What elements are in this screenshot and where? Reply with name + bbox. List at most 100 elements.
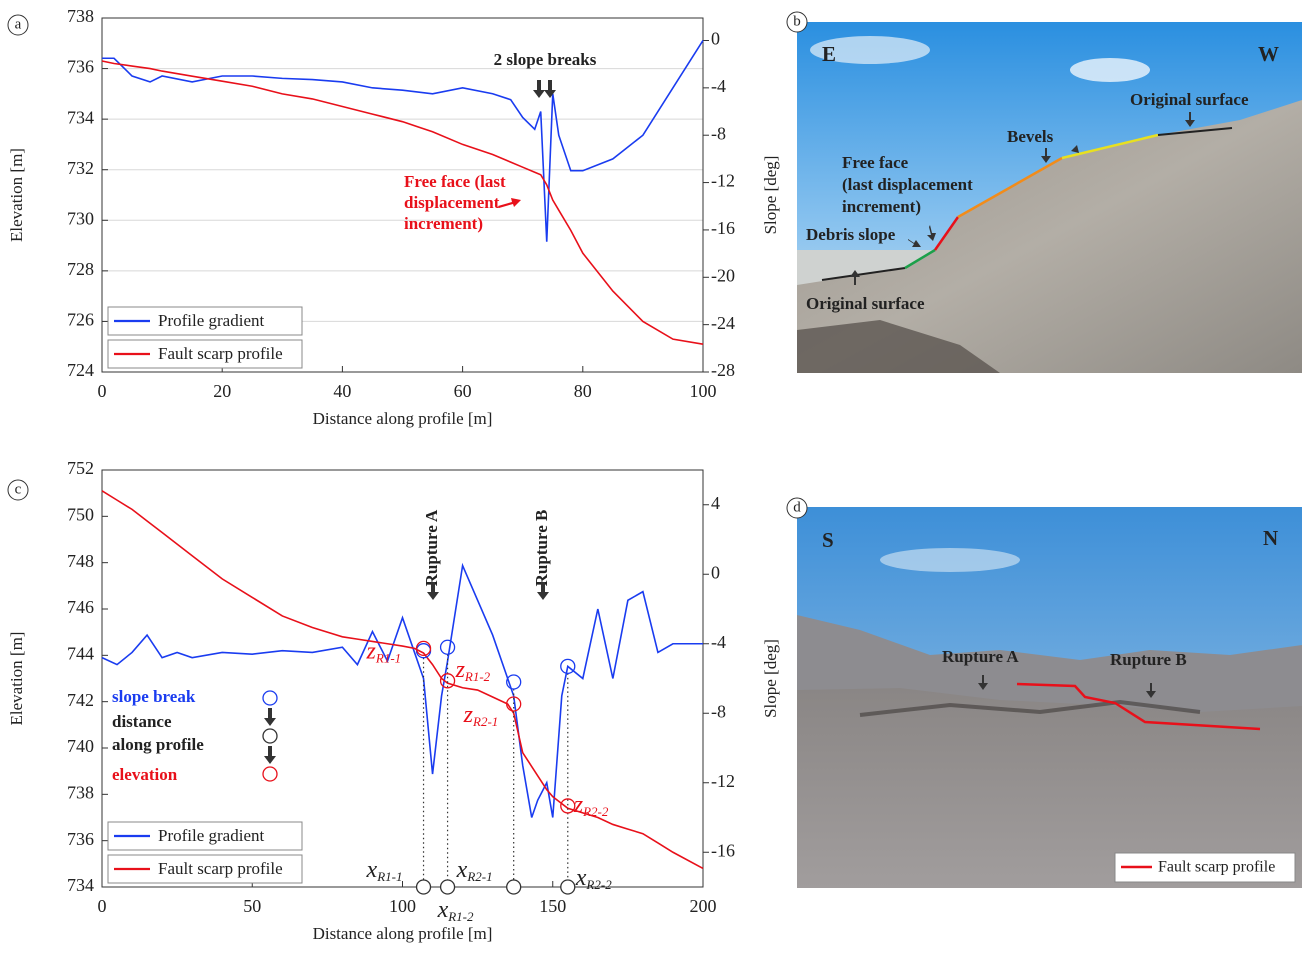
annotation: 2 slope breaks: [494, 50, 597, 69]
subscript: R2-1: [472, 714, 498, 729]
distance-marker: [415, 879, 432, 895]
y-tick-label: 726: [67, 310, 94, 330]
y2-tick-label: -4: [711, 632, 726, 652]
legend-label: Profile gradient: [158, 826, 264, 845]
scarp: [859, 699, 1201, 717]
y-axis-title: Elevation [m]: [7, 148, 26, 242]
x-tick-label: 0: [98, 381, 107, 401]
y2-axis-title: Slope [deg]: [761, 639, 780, 718]
panel-label: a: [15, 16, 22, 32]
distance-label: xR2-2: [575, 865, 612, 892]
photo-label: Bevels: [1007, 127, 1054, 146]
panel-label: c: [15, 481, 22, 497]
photo-label: Debris slope: [806, 225, 896, 244]
y-tick-label: 738: [67, 782, 94, 802]
y2-tick-label: -20: [711, 265, 735, 285]
x-tick-label: 20: [213, 381, 231, 401]
elevation-marker: [439, 673, 456, 689]
x-axis-title: Distance along profile [m]: [313, 409, 493, 428]
arrow: [264, 746, 276, 764]
elevation-marker: [560, 798, 576, 814]
key-label: distance: [112, 712, 172, 731]
photo-label: Free face: [842, 153, 909, 172]
y2-axis-title: Slope [deg]: [761, 156, 780, 235]
distance-label: xR1-2: [437, 897, 474, 924]
panel-badge: [7, 14, 29, 36]
profile-line: [1157, 127, 1233, 136]
arrow: [544, 80, 556, 98]
ground: [797, 688, 1302, 888]
y-tick-label: 750: [67, 504, 94, 524]
subscript: R2-2: [585, 877, 612, 892]
key-label: along profile: [112, 735, 204, 754]
subscript: R1-2: [447, 909, 474, 924]
y2-tick-label: -12: [711, 771, 735, 791]
x-tick-label: 200: [690, 896, 717, 916]
distance-label: xR1-1: [366, 857, 403, 884]
y-tick-label: 736: [67, 57, 94, 77]
annotation: displacement: [404, 193, 500, 212]
y-tick-label: 752: [67, 458, 94, 478]
cloud: [1070, 58, 1150, 82]
y2-tick-label: 0: [711, 562, 720, 582]
y2-tick-label: 4: [711, 493, 720, 513]
slope-break-marker: [506, 674, 522, 690]
legend-label: Fault scarp profile: [158, 859, 283, 878]
legend-label: Fault scarp profile: [1158, 859, 1275, 876]
key-label: slope break: [112, 687, 196, 706]
panel-badge: [786, 11, 808, 33]
y-tick-label: 742: [67, 690, 94, 710]
photo-label: Original surface: [806, 294, 925, 313]
subscript: R1-1: [376, 869, 402, 884]
elevation-label: zR2-1: [463, 701, 499, 728]
fault-scarp-line: [1016, 682, 1261, 731]
y-tick-label: 724: [67, 360, 94, 380]
plot-frame: [101, 469, 704, 888]
arrow: [537, 582, 549, 600]
rocks: [797, 320, 1000, 373]
photo-label: (last displacement: [842, 175, 973, 194]
y2-tick-label: -16: [711, 840, 735, 860]
series-line: [102, 40, 704, 242]
arrows: [850, 112, 1195, 285]
key-label: elevation: [112, 765, 178, 784]
x-tick-label: 80: [574, 381, 592, 401]
legend-label: Profile gradient: [158, 311, 264, 330]
panel-label: d: [793, 499, 801, 515]
y-tick-label: 734: [67, 875, 94, 895]
annotation: Free face (last: [404, 172, 506, 191]
subscript: R1-1: [375, 650, 401, 665]
photo-d: S N Rupture A Rupture B Fault scarp prof…: [797, 507, 1302, 888]
key-marker: [262, 728, 278, 744]
key-marker: [262, 690, 278, 706]
elevation-label: zR1-1: [366, 638, 402, 665]
slope-break-marker: [439, 639, 456, 655]
symbol: x: [366, 857, 378, 883]
y-tick-label: 740: [67, 736, 94, 756]
profile-line: [821, 267, 906, 281]
x-axis-title: Distance along profile [m]: [313, 924, 493, 943]
arrow: [498, 198, 521, 208]
direction-label: N: [1263, 526, 1278, 550]
panel-badge: [786, 497, 808, 519]
cloud: [880, 548, 1020, 572]
photo-label: Original surface: [1130, 90, 1249, 109]
annotation: Rupture A: [422, 509, 441, 586]
symbol: x: [456, 857, 468, 883]
subscript: R2-1: [466, 869, 492, 884]
y2-tick-label: -8: [711, 701, 726, 721]
distance-marker: [560, 879, 576, 895]
series-line: [101, 60, 704, 345]
photo-label: Rupture A: [942, 647, 1019, 666]
key-marker: [262, 766, 278, 782]
y2-tick-label: -4: [711, 76, 726, 96]
panel-badge: [7, 479, 29, 501]
profile-line: [904, 248, 936, 270]
y2-tick-label: -16: [711, 218, 735, 238]
slope-break-marker: [560, 658, 576, 674]
y-tick-label: 730: [67, 208, 94, 228]
panel-label: b: [793, 13, 801, 29]
y-axis-title: Elevation [m]: [7, 632, 26, 726]
symbol: z: [573, 791, 584, 817]
y2-tick-label: 0: [711, 29, 720, 49]
